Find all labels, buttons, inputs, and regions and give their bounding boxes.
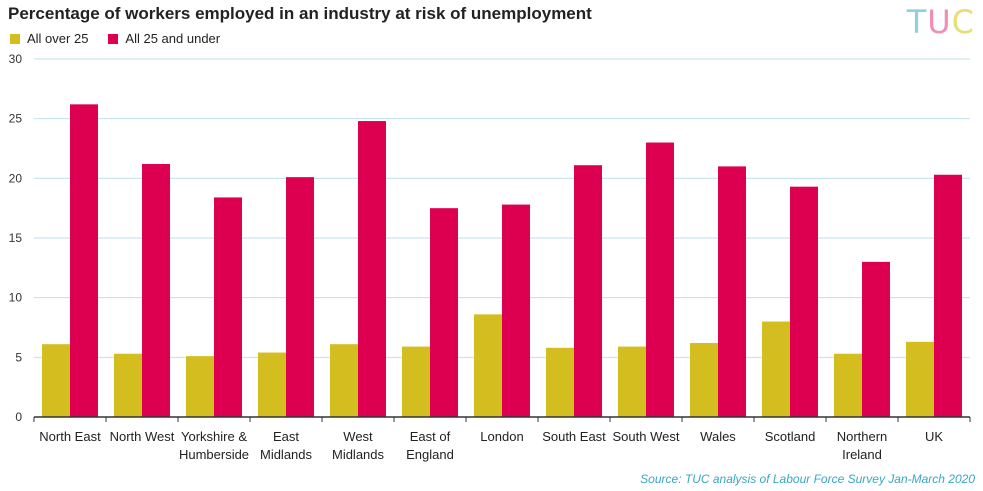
x-category-label: East	[273, 429, 299, 444]
x-category-label: Midlands	[260, 447, 313, 462]
legend-swatch-under25	[108, 33, 119, 44]
source-note: Source: TUC analysis of Labour Force Sur…	[640, 472, 975, 486]
bar-under25	[790, 186, 818, 417]
bar-under25	[214, 197, 242, 417]
x-category-label: East of	[410, 429, 451, 444]
bar-under25	[358, 121, 386, 417]
y-tick-label: 10	[9, 291, 23, 305]
bar-over25	[762, 321, 790, 417]
bar-over25	[906, 341, 934, 417]
chart-legend: All over 25 All 25 and under	[10, 31, 220, 46]
x-category-label: Midlands	[332, 447, 385, 462]
x-category-label: West	[343, 429, 373, 444]
bar-over25	[186, 356, 214, 417]
logo-letter-t: T	[906, 3, 928, 41]
bar-under25	[142, 164, 170, 417]
legend-label-under25: All 25 and under	[125, 31, 221, 46]
x-category-label: South East	[542, 429, 606, 444]
logo-letter-c: C	[951, 3, 975, 41]
bar-over25	[834, 353, 862, 417]
y-tick-label: 30	[9, 52, 23, 66]
bar-over25	[690, 343, 718, 417]
legend-label-over25: All over 25	[27, 31, 89, 46]
bar-over25	[114, 353, 142, 417]
bar-under25	[502, 204, 530, 417]
x-category-label: England	[406, 447, 454, 462]
x-category-label: Ireland	[842, 447, 882, 462]
bar-over25	[258, 352, 286, 417]
bar-under25	[286, 177, 314, 417]
y-tick-label: 20	[9, 171, 23, 185]
y-tick-label: 5	[15, 350, 22, 364]
x-category-label: UK	[925, 429, 943, 444]
y-tick-label: 25	[9, 112, 23, 126]
x-category-label: Yorkshire &	[181, 429, 247, 444]
logo-letter-u: U	[927, 3, 952, 41]
legend-item-over25: All over 25	[10, 31, 88, 46]
x-category-label: Wales	[700, 429, 736, 444]
bar-under25	[646, 142, 674, 418]
bar-under25	[574, 165, 602, 417]
bar-under25	[934, 174, 962, 417]
x-category-label: Humberside	[179, 447, 249, 462]
x-category-label: North East	[39, 429, 101, 444]
bar-over25	[402, 346, 430, 417]
bar-over25	[546, 347, 574, 417]
x-category-label: Scotland	[765, 429, 816, 444]
bar-over25	[474, 314, 502, 417]
chart-title: Percentage of workers employed in an ind…	[8, 4, 592, 23]
x-category-label: North West	[110, 429, 175, 444]
bar-under25	[862, 261, 890, 417]
bar-over25	[330, 344, 358, 417]
bar-under25	[70, 104, 98, 417]
y-tick-label: 15	[9, 231, 23, 245]
bar-over25	[42, 344, 70, 417]
y-tick-label: 0	[15, 410, 22, 424]
legend-item-under25: All 25 and under	[108, 31, 220, 46]
bar-under25	[430, 208, 458, 417]
bar-over25	[618, 346, 646, 417]
bar-under25	[718, 166, 746, 417]
x-category-label: South West	[613, 429, 680, 444]
x-category-label: London	[480, 429, 523, 444]
x-category-label: Northern	[837, 429, 888, 444]
legend-swatch-over25	[10, 33, 20, 44]
tuc-logo: TUC	[907, 3, 975, 41]
